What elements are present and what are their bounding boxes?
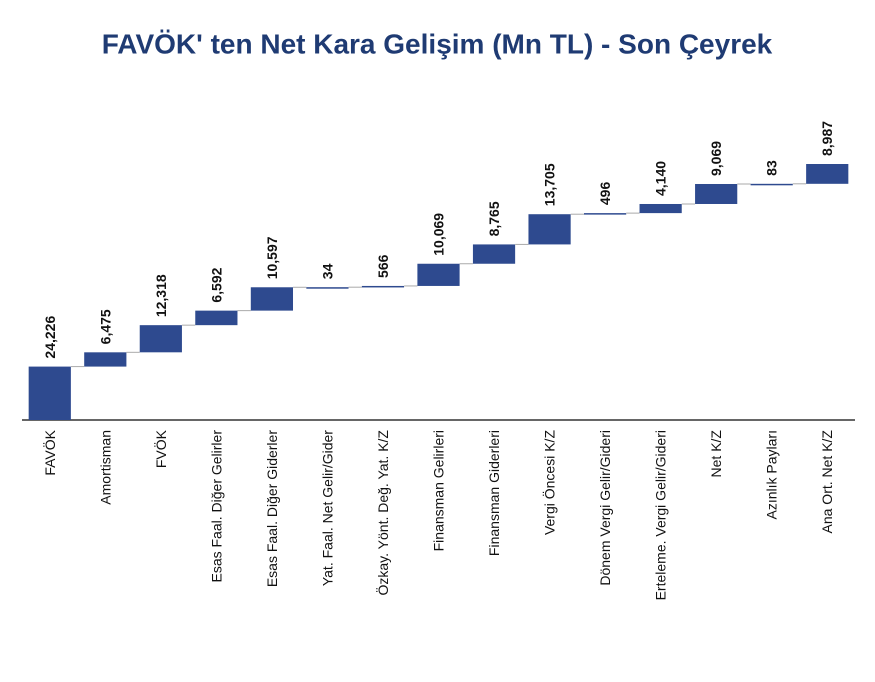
- x-tick-label: Özkay. Yönt. Değ. Yat. K/Z: [374, 430, 391, 596]
- bar: [528, 214, 571, 245]
- bar: [361, 285, 405, 288]
- value-label: 6,475: [97, 309, 113, 344]
- bar: [28, 366, 71, 420]
- value-label: 12,318: [153, 274, 169, 317]
- bar: [806, 164, 849, 184]
- value-label: 34: [319, 263, 335, 279]
- bar: [250, 287, 294, 311]
- bar: [583, 213, 627, 215]
- bar: [695, 183, 738, 204]
- value-label: 4,140: [653, 161, 669, 196]
- value-label: 10,597: [264, 236, 280, 279]
- value-label: 566: [375, 254, 391, 278]
- x-tick-label: Vergi Öncesi K/Z: [541, 430, 558, 535]
- bar: [750, 183, 793, 186]
- value-label: 13,705: [542, 163, 558, 206]
- value-label: 8,987: [819, 121, 835, 156]
- x-tick-label: FAVÖK: [41, 429, 58, 475]
- x-tick-label: FVÖK: [152, 429, 169, 468]
- x-tick-label: Azınlık Payları: [764, 430, 780, 519]
- bar: [139, 325, 182, 353]
- x-tick-label: Net K/Z: [708, 430, 724, 478]
- bar: [306, 287, 349, 289]
- value-label: 496: [597, 182, 613, 206]
- x-tick-label: Amortisman: [97, 430, 113, 505]
- x-tick-label: Ana Ort. Net K/Z: [819, 430, 835, 534]
- value-label: 10,069: [431, 213, 447, 256]
- x-tick-label: Yat. Faal. Net Gelir/Gider: [319, 430, 335, 586]
- x-tick-label: Dönem Vergi Gelir/Gideri: [597, 430, 613, 586]
- bar: [639, 203, 682, 214]
- value-label: 83: [764, 160, 780, 176]
- bar: [195, 310, 238, 326]
- x-tick-label: Erteleme. Vergi Gelir/Gideri: [653, 430, 669, 600]
- bar: [84, 352, 127, 367]
- value-label: 6,592: [208, 267, 224, 302]
- x-tick-label: Finansman Giderleri: [486, 430, 502, 556]
- x-tick-label: Esas Faal. Diğer Gelirler: [208, 430, 224, 583]
- bar: [472, 244, 516, 264]
- chart-title: FAVÖK' ten Net Kara Gelişim (Mn TL) - So…: [102, 28, 773, 59]
- bar: [417, 263, 460, 286]
- x-tick-label: Finansman Gelirleri: [431, 430, 447, 551]
- x-tick-label: Esas Faal. Diğer Giderler: [264, 430, 280, 588]
- value-label: 8,765: [486, 201, 502, 236]
- value-label: 24,226: [42, 316, 58, 359]
- value-label: 9,069: [708, 141, 724, 176]
